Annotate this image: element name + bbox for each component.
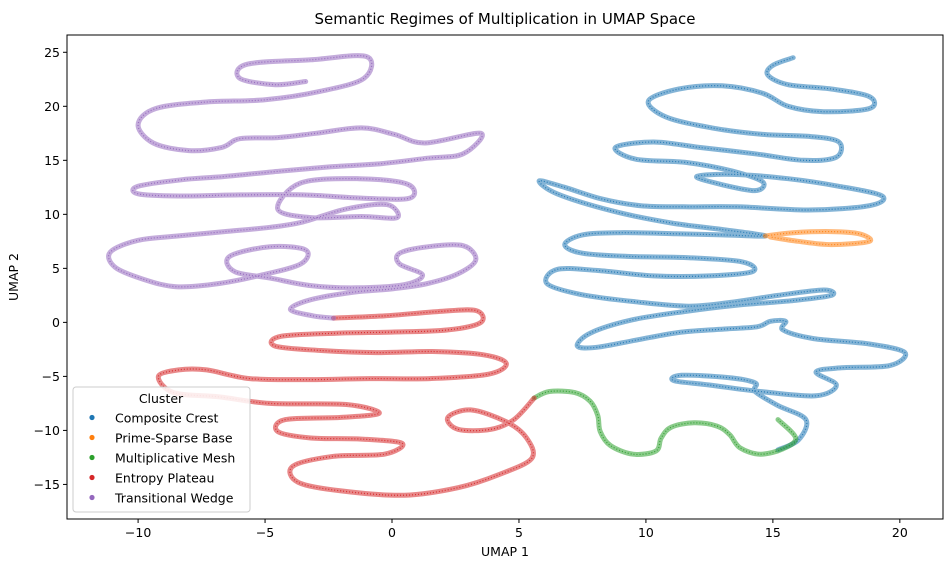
legend-item-transitional-wedge: Transitional Wedge <box>89 491 234 506</box>
y-tick-label: 20 <box>44 99 60 114</box>
y-tick-label: 5 <box>52 261 60 276</box>
y-tick-label: 10 <box>44 207 60 222</box>
x-tick-label: 15 <box>765 525 781 540</box>
series-entropy-plateau <box>155 307 537 498</box>
legend-label: Prime-Sparse Base <box>115 431 233 446</box>
legend-marker <box>89 434 95 441</box>
legend-item-multiplicative-mesh: Multiplicative Mesh <box>89 451 235 466</box>
y-tick-label: 25 <box>44 45 60 60</box>
x-tick-label: 20 <box>892 525 908 540</box>
y-tick-label: −5 <box>42 369 60 384</box>
x-tick-label: 5 <box>515 525 523 540</box>
legend-marker <box>89 414 95 421</box>
legend-item-entropy-plateau: Entropy Plateau <box>89 471 214 486</box>
legend-items: Composite Crest Prime-Sparse Base Multipli… <box>89 411 235 506</box>
legend-label: Multiplicative Mesh <box>115 451 235 466</box>
series-composite-crest <box>536 55 909 453</box>
x-tick-label: −10 <box>125 525 151 540</box>
series-trace-prime-sparse-base <box>762 229 874 248</box>
series-multiplicative-mesh <box>531 388 799 457</box>
legend-item-composite-crest: Composite Crest <box>89 411 218 426</box>
x-tick-label: −5 <box>256 525 274 540</box>
y-tick-label: −10 <box>34 423 60 438</box>
legend-title: Cluster <box>139 391 184 406</box>
series-trace-multiplicative-mesh <box>531 388 799 457</box>
legend-label: Transitional Wedge <box>114 491 234 506</box>
plot-series-layer <box>106 53 909 498</box>
legend-marker <box>89 454 95 461</box>
series-prime-sparse-base <box>762 229 874 248</box>
y-axis: −15 −10 −5 0 5 10 15 20 25 <box>34 45 67 492</box>
x-tick-label: 10 <box>638 525 654 540</box>
x-tick-label: 0 <box>388 525 396 540</box>
legend-label: Composite Crest <box>115 411 218 426</box>
series-trace-entropy-plateau <box>155 307 537 498</box>
chart-title: Semantic Regimes of Multiplication in UM… <box>314 10 695 28</box>
legend-item-prime-sparse-base: Prime-Sparse Base <box>89 431 233 446</box>
legend-marker <box>89 474 95 481</box>
x-axis-label: UMAP 1 <box>481 544 529 559</box>
y-tick-label: 15 <box>44 153 60 168</box>
legend: Cluster Composite Crest Prime-Sparse Base… <box>72 386 251 513</box>
series-transitional-wedge <box>106 53 485 321</box>
y-tick-label: 0 <box>52 315 60 330</box>
y-axis-label: UMAP 2 <box>6 253 21 301</box>
series-points-composite-crest <box>538 57 907 451</box>
x-axis: −10 −5 0 5 10 15 20 <box>125 519 908 540</box>
legend-box <box>72 386 251 513</box>
series-points-transitional-wedge <box>108 55 483 319</box>
plot-frame <box>66 34 944 520</box>
y-tick-label: −15 <box>34 477 60 492</box>
legend-marker <box>89 494 95 501</box>
legend-label: Entropy Plateau <box>115 471 214 486</box>
